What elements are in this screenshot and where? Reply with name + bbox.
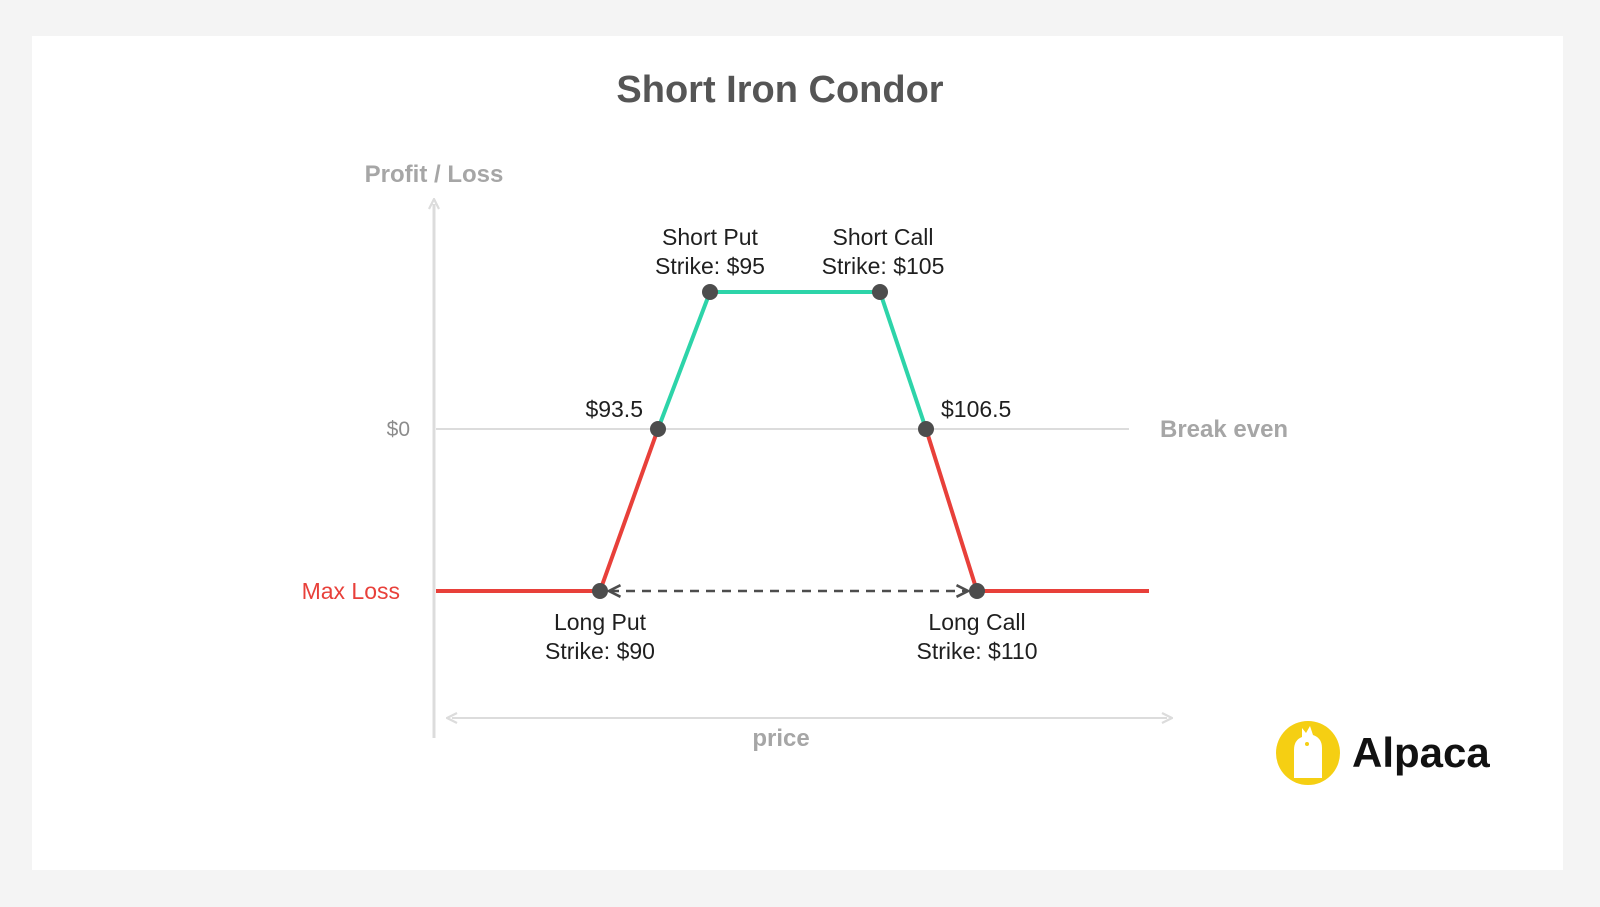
upper-break-even-label: $106.5	[941, 396, 1011, 422]
alpaca-eye	[1305, 742, 1309, 746]
brand-name: Alpaca	[1352, 729, 1490, 776]
short-put-name: Short Put	[662, 224, 758, 250]
zero-label: $0	[387, 418, 410, 441]
iron-condor-diagram: Short Iron Condor Profit / Loss price $0…	[302, 69, 1490, 785]
max-loss-label: Max Loss	[302, 578, 400, 604]
short-call-name: Short Call	[833, 224, 934, 250]
short-call-strike: Strike: $105	[822, 253, 945, 279]
profit-segment	[656, 290, 928, 430]
lower-break-even-point	[650, 421, 666, 437]
long-put-strike: Strike: $90	[545, 638, 655, 664]
lower-break-even-label: $93.5	[585, 396, 643, 422]
short-put-strike: Strike: $95	[655, 253, 765, 279]
lower-loss-segment	[436, 428, 660, 593]
x-axis-label: price	[752, 725, 809, 752]
diagram-title: Short Iron Condor	[616, 69, 943, 111]
y-axis-label: Profit / Loss	[365, 161, 504, 188]
short-put-point	[702, 284, 718, 300]
upper-break-even-point	[918, 421, 934, 437]
short-call-point	[872, 284, 888, 300]
long-call-name: Long Call	[928, 609, 1025, 635]
long-call-strike: Strike: $110	[916, 638, 1037, 664]
long-call-point	[969, 583, 985, 599]
long-put-name: Long Put	[554, 609, 647, 635]
alpaca-silhouette	[1294, 726, 1322, 778]
upper-loss-segment	[924, 428, 1149, 593]
diagram-card: Short Iron Condor Profit / Loss price $0…	[32, 36, 1563, 870]
long-put-point	[592, 583, 608, 599]
break-even-label: Break even	[1160, 416, 1288, 443]
alpaca-logo: Alpaca	[1276, 721, 1490, 785]
